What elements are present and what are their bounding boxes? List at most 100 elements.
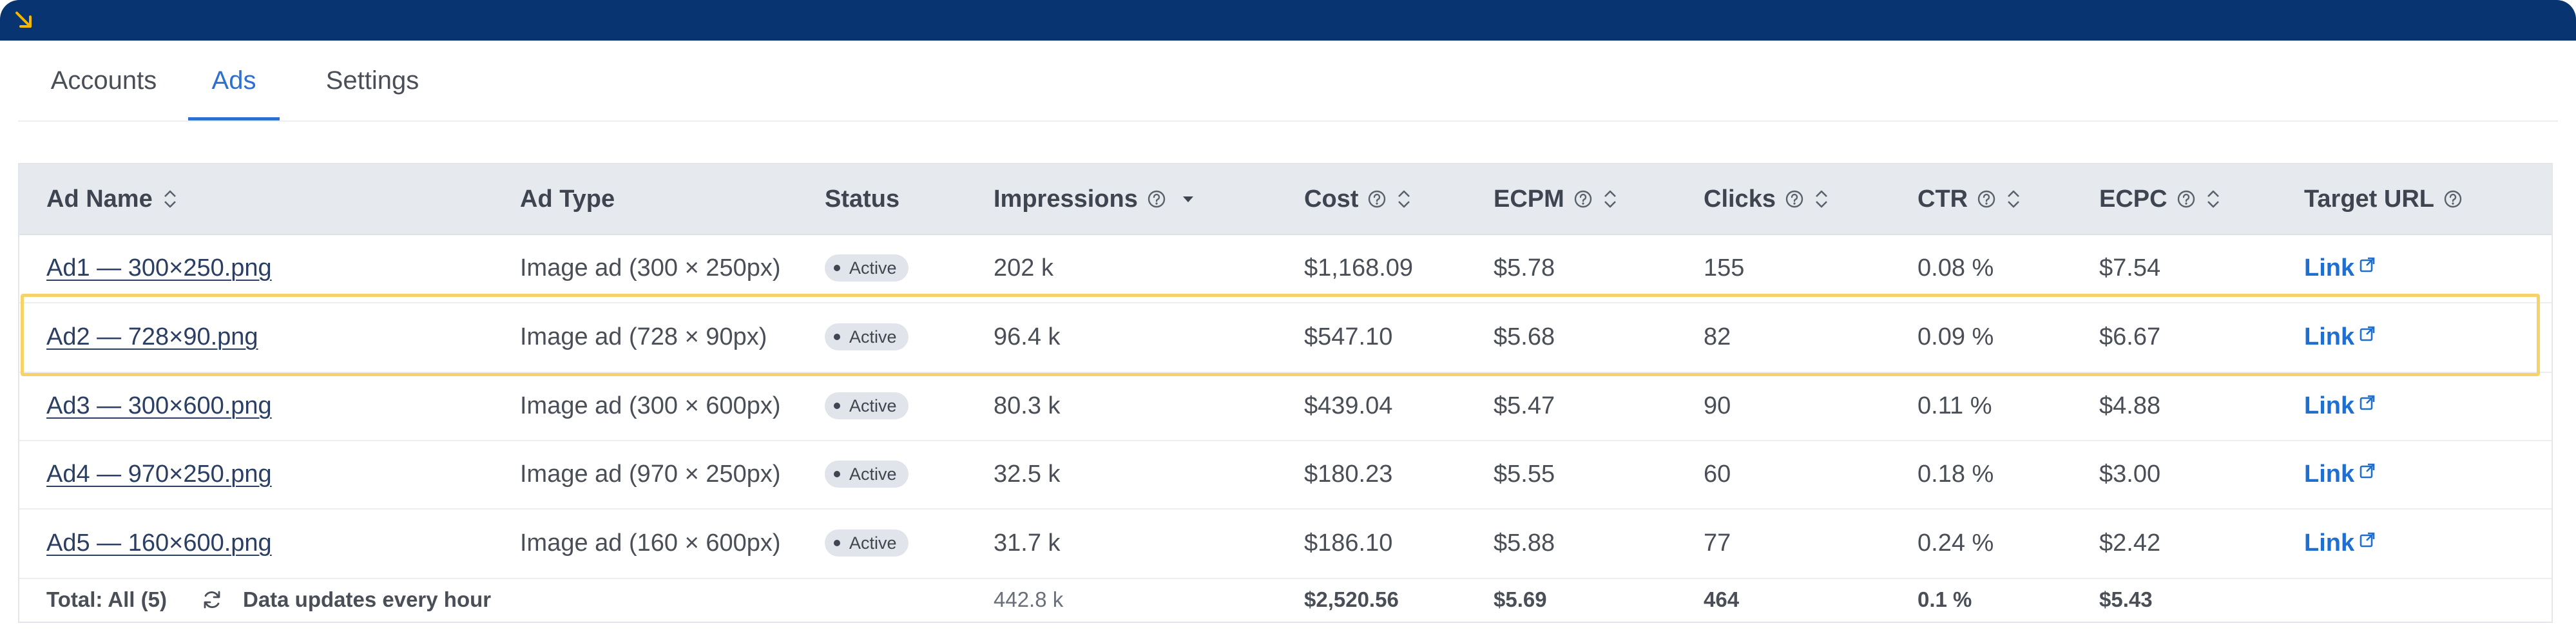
ctr-value: 0.08 % xyxy=(1918,254,1994,281)
question-circle-icon[interactable] xyxy=(2443,189,2463,209)
target-url-link[interactable]: Link xyxy=(2304,392,2376,420)
ecpm-value: $5.47 xyxy=(1494,392,1555,419)
tab-label: Accounts xyxy=(50,66,157,95)
sort-icon[interactable] xyxy=(2205,188,2222,210)
total-ecpm: $5.69 xyxy=(1494,587,1547,611)
link-label: Link xyxy=(2304,460,2355,488)
cost-value: $180.23 xyxy=(1304,460,1393,488)
top-bar xyxy=(0,0,2576,41)
tab-ads[interactable]: Ads xyxy=(188,41,280,120)
ad-type: Image ad (970 × 250px) xyxy=(520,460,781,488)
total-ctr: 0.1 % xyxy=(1918,587,1972,611)
ecpc-value: $2.42 xyxy=(2099,529,2161,557)
tab-accounts[interactable]: Accounts xyxy=(43,41,165,120)
column-label: Cost xyxy=(1304,185,1359,213)
refresh-icon[interactable] xyxy=(200,588,224,611)
clicks-value: 82 xyxy=(1704,323,1731,350)
target-url-link[interactable]: Link xyxy=(2304,254,2376,282)
sort-icon[interactable] xyxy=(1813,188,1830,210)
ctr-value: 0.24 % xyxy=(1918,529,1994,557)
sort-icon[interactable] xyxy=(162,188,178,210)
external-link-icon xyxy=(2360,326,2375,341)
ecpc-value: $3.00 xyxy=(2099,460,2161,488)
status-badge: Active xyxy=(825,461,908,488)
external-link-icon xyxy=(2360,257,2375,272)
total-clicks: 464 xyxy=(1704,587,1740,611)
ad-name-link[interactable]: Ad5 — 160×600.png xyxy=(46,529,272,557)
impressions-value: 32.5 k xyxy=(994,460,1061,488)
question-circle-icon[interactable] xyxy=(1977,189,1996,209)
column-header-cost[interactable]: Cost xyxy=(1304,164,1412,234)
ctr-value: 0.09 % xyxy=(1918,323,1994,350)
column-label: Ad Type xyxy=(520,185,615,213)
caret-down-icon[interactable] xyxy=(1180,191,1196,207)
column-header-status: Status xyxy=(825,164,899,234)
ecpm-value: $5.78 xyxy=(1494,254,1555,281)
ecpc-value: $4.88 xyxy=(2099,392,2161,419)
status-label: Active xyxy=(849,533,897,553)
column-label: Status xyxy=(825,185,900,213)
target-url-link[interactable]: Link xyxy=(2304,529,2376,557)
column-header-impressions[interactable]: Impressions xyxy=(994,164,1196,234)
tab-bar: Accounts Ads Settings xyxy=(18,41,2558,122)
column-header-clicks[interactable]: Clicks xyxy=(1704,164,1830,234)
ecpm-value: $5.68 xyxy=(1494,323,1555,350)
tab-label: Settings xyxy=(325,66,419,95)
ad-name-link[interactable]: Ad1 — 300×250.png xyxy=(46,254,272,281)
sort-icon[interactable] xyxy=(2005,188,2022,210)
column-header-ctr[interactable]: CTR xyxy=(1918,164,2022,234)
clicks-value: 77 xyxy=(1704,529,1731,557)
ad-type: Image ad (160 × 600px) xyxy=(520,529,781,557)
ad-name-link[interactable]: Ad3 — 300×600.png xyxy=(46,392,272,419)
total-cost: $2,520.56 xyxy=(1304,587,1399,611)
status-label: Active xyxy=(849,327,897,347)
external-link-icon xyxy=(2360,463,2375,479)
column-header-ecpm[interactable]: ECPM xyxy=(1494,164,1619,234)
column-label: ECPC xyxy=(2099,185,2167,213)
sort-icon[interactable] xyxy=(1602,188,1619,210)
table-row: Ad2 — 728×90.png Image ad (728 × 90px) A… xyxy=(19,302,2552,373)
column-label: Clicks xyxy=(1704,185,1776,213)
arrow-down-right-icon[interactable] xyxy=(13,9,36,32)
ad-name-link[interactable]: Ad2 — 728×90.png xyxy=(46,323,258,350)
ad-type: Image ad (728 × 90px) xyxy=(520,323,767,350)
question-circle-icon[interactable] xyxy=(1147,189,1166,209)
column-header-ecpc[interactable]: ECPC xyxy=(2099,164,2222,234)
cost-value: $186.10 xyxy=(1304,529,1393,557)
question-circle-icon[interactable] xyxy=(1573,189,1593,209)
external-link-icon xyxy=(2360,532,2375,548)
impressions-value: 202 k xyxy=(994,254,1053,281)
table-row: Ad1 — 300×250.png Image ad (300 × 250px)… xyxy=(19,234,2552,303)
target-url-link[interactable]: Link xyxy=(2304,461,2376,488)
ad-type: Image ad (300 × 600px) xyxy=(520,392,781,419)
question-circle-icon[interactable] xyxy=(2177,189,2196,209)
column-label: Ad Name xyxy=(46,185,153,213)
total-impressions: 442.8 k xyxy=(994,587,1064,611)
status-badge: Active xyxy=(825,323,908,350)
question-circle-icon[interactable] xyxy=(1367,189,1387,209)
column-label: Target URL xyxy=(2304,185,2434,213)
ctr-value: 0.18 % xyxy=(1918,460,1994,488)
column-header-ad-name[interactable]: Ad Name xyxy=(46,164,178,234)
ecpc-value: $6.67 xyxy=(2099,323,2161,350)
status-dot xyxy=(834,334,840,340)
tab-settings[interactable]: Settings xyxy=(317,41,428,120)
status-dot xyxy=(834,265,840,271)
status-dot xyxy=(834,540,840,546)
link-label: Link xyxy=(2304,254,2355,281)
cost-value: $439.04 xyxy=(1304,392,1393,419)
clicks-value: 155 xyxy=(1704,254,1745,281)
table-row: Ad4 — 970×250.png Image ad (970 × 250px)… xyxy=(19,440,2552,510)
tab-label: Ads xyxy=(211,66,256,95)
status-label: Active xyxy=(849,258,897,278)
status-badge: Active xyxy=(825,254,908,281)
link-label: Link xyxy=(2304,392,2355,419)
clicks-value: 60 xyxy=(1704,460,1731,488)
question-circle-icon[interactable] xyxy=(1785,189,1804,209)
ad-name-link[interactable]: Ad4 — 970×250.png xyxy=(46,460,272,488)
sort-icon[interactable] xyxy=(1396,188,1412,210)
target-url-link[interactable]: Link xyxy=(2304,323,2376,351)
ecpm-value: $5.88 xyxy=(1494,529,1555,557)
impressions-value: 80.3 k xyxy=(994,392,1061,419)
cost-value: $1,168.09 xyxy=(1304,254,1414,281)
